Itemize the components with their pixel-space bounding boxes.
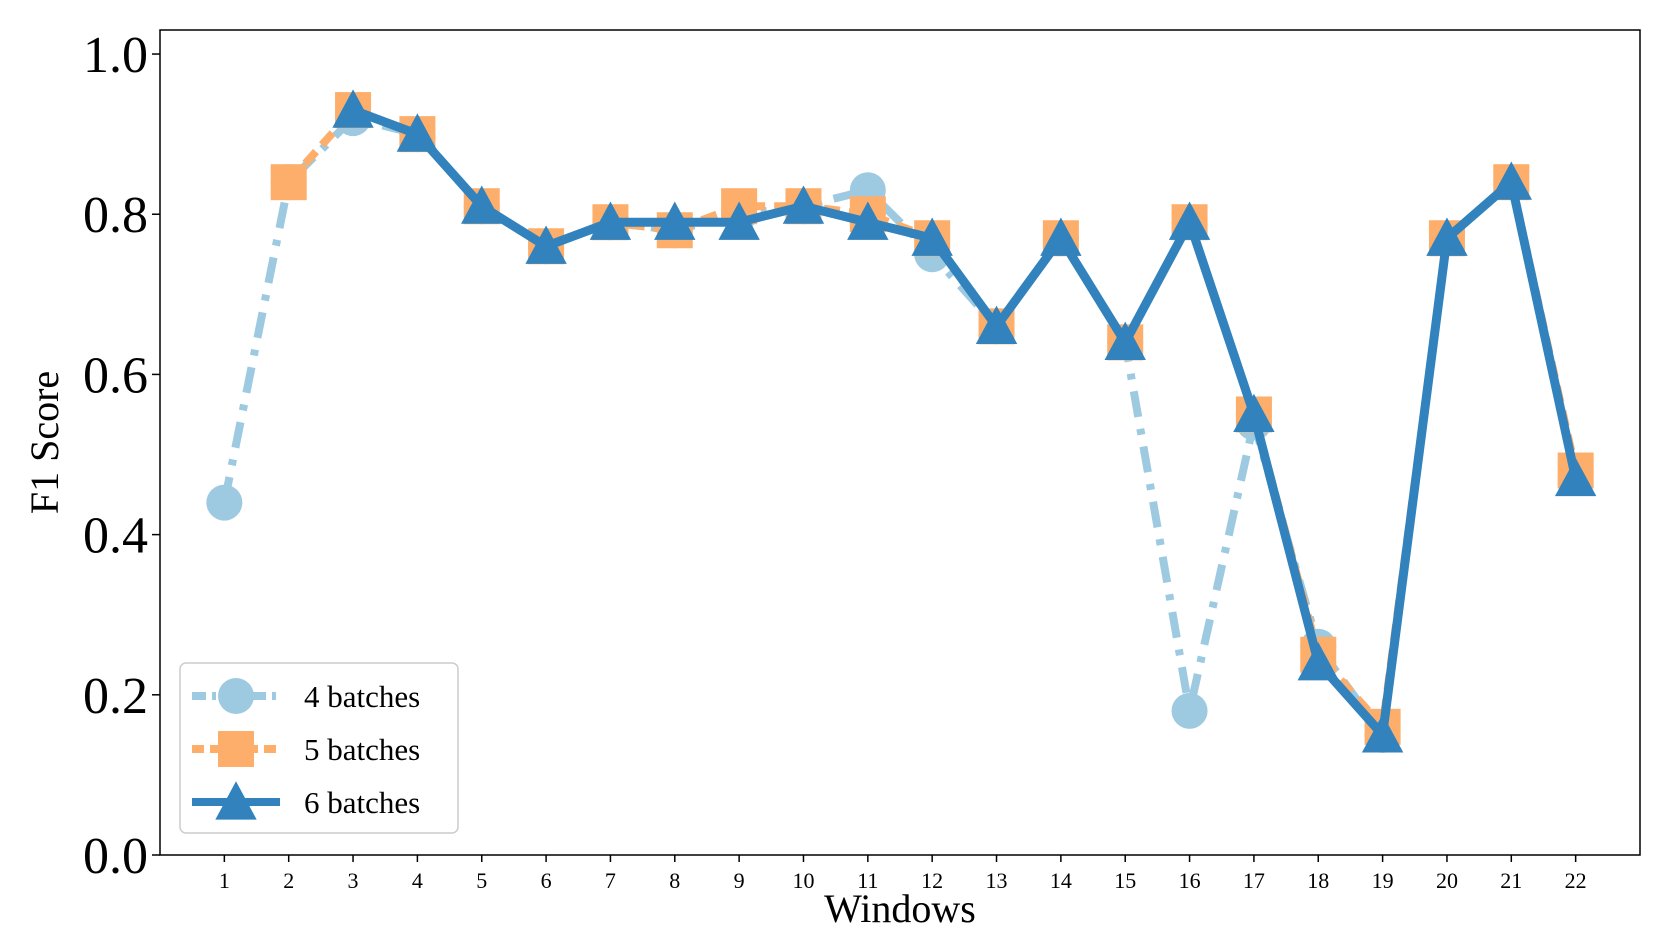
x-tick-label: 2 <box>283 868 294 893</box>
x-tick-label: 21 <box>1500 868 1522 893</box>
data-point <box>1104 321 1146 360</box>
data-point <box>270 164 307 201</box>
legend-label: 5 batches <box>304 732 420 767</box>
data-point <box>718 201 760 240</box>
data-point <box>911 217 953 256</box>
x-tick-label: 7 <box>605 868 616 893</box>
y-tick-label: 0.2 <box>83 668 148 725</box>
x-axis-label: Windows <box>824 886 976 931</box>
data-point <box>1361 714 1404 753</box>
data-point <box>1168 201 1211 240</box>
plot-area <box>159 29 1641 856</box>
y-axis: 0.0 0.2 0.4 0.6 0.8 1.0 <box>83 27 160 885</box>
plot-frame <box>159 29 1641 856</box>
data-point <box>332 89 374 128</box>
x-tick-label: 22 <box>1565 868 1587 893</box>
legend-marker <box>218 731 254 767</box>
x-tick-label: 4 <box>412 868 423 893</box>
y-axis-label: F1 Score <box>22 371 67 514</box>
x-tick-label: 6 <box>541 868 552 893</box>
x-tick-label: 14 <box>1050 868 1072 893</box>
x-tick-label: 15 <box>1114 868 1136 893</box>
data-point <box>1490 161 1533 200</box>
x-tick-label: 11 <box>857 868 878 893</box>
data-point <box>396 113 439 152</box>
x-tick-label: 8 <box>669 868 680 893</box>
x-tick-label: 19 <box>1372 868 1394 893</box>
data-point <box>1171 692 1208 729</box>
data-point <box>782 185 825 224</box>
x-axis: 1 2 3 4 5 6 7 8 9 10 11 12 13 14 15 16 17 18 19 20 21 22 <box>219 855 1587 893</box>
data-point <box>1554 457 1597 497</box>
series-line <box>351 105 1581 740</box>
legend-marker <box>215 781 257 820</box>
legend-item: 6 batches <box>192 781 420 820</box>
y-tick-label: 0.8 <box>83 187 148 244</box>
data-point <box>975 305 1018 344</box>
x-tick-label: 9 <box>734 868 745 893</box>
x-tick-label: 1 <box>219 868 230 893</box>
legend: 4 batches 5 batches 6 batches <box>179 662 459 834</box>
x-tick-label: 13 <box>986 868 1008 893</box>
x-tick-label: 3 <box>348 868 359 893</box>
data-point <box>461 185 503 224</box>
x-tick-label: 18 <box>1307 868 1329 893</box>
series-3 <box>332 89 1597 753</box>
x-tick-label: 16 <box>1179 868 1201 893</box>
y-tick-label: 0.6 <box>83 347 148 404</box>
x-tick-label: 17 <box>1243 868 1265 893</box>
legend-label: 4 batches <box>304 679 420 714</box>
legend-label: 6 batches <box>304 785 420 820</box>
series-layer <box>206 89 1597 753</box>
data-point <box>525 225 567 264</box>
y-tick-label: 1.0 <box>83 27 148 84</box>
y-tick-label: 0.0 <box>83 828 148 885</box>
data-point <box>1040 217 1082 256</box>
data-point <box>847 201 889 240</box>
x-tick-label: 5 <box>476 868 487 893</box>
legend-item: 5 batches <box>192 731 420 767</box>
data-point <box>1233 393 1275 433</box>
x-tick-label: 12 <box>921 868 943 893</box>
legend-marker <box>218 678 254 714</box>
y-tick-label: 0.4 <box>83 508 148 565</box>
legend-item: 4 batches <box>192 678 420 714</box>
data-point <box>654 201 696 240</box>
data-point <box>1426 217 1468 256</box>
x-tick-label: 10 <box>792 868 814 893</box>
data-point <box>1297 642 1339 681</box>
data-point <box>206 484 243 521</box>
data-point <box>589 201 632 240</box>
x-tick-label: 20 <box>1436 868 1458 893</box>
